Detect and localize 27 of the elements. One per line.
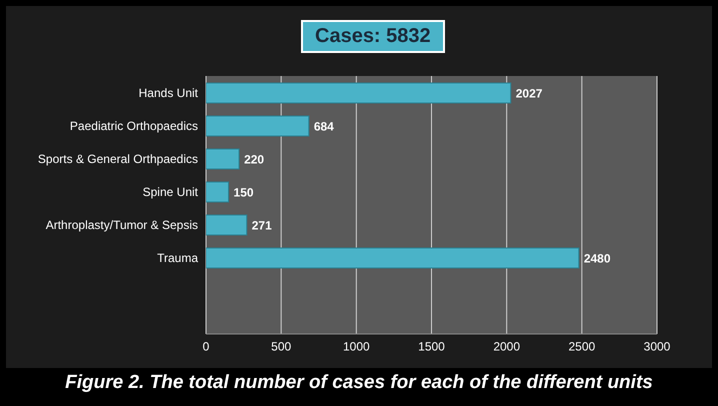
data-label: 150 [234, 185, 254, 200]
x-tick-label: 3000 [644, 340, 671, 354]
y-tick-label: Hands Unit [138, 86, 199, 100]
bar [206, 116, 310, 136]
x-tick-label: 500 [271, 340, 292, 354]
data-label: 271 [252, 218, 272, 232]
chart-title: Cases: 5832 [301, 20, 445, 53]
y-tick-label: Trauma [157, 250, 198, 265]
data-label: 684 [314, 119, 334, 134]
x-tick-label: 0 [202, 340, 210, 354]
caption: Figure 2. The total number of cases for each of the different units [64, 372, 654, 394]
bar [206, 148, 240, 170]
y-tick-label: Arthroplasty/Tumor & Sepsis [46, 218, 198, 232]
data-label: 2027 [516, 86, 543, 100]
bar [206, 182, 230, 202]
x-tick-label: 1000 [342, 340, 370, 354]
y-tick-label: Sports & General Orthpaedics [38, 152, 198, 166]
bar [206, 248, 580, 268]
bar [206, 214, 248, 236]
data-label: 2480 [584, 251, 611, 266]
x-tick-label: 1500 [418, 340, 446, 354]
y-tick-label: Spine Unit [142, 184, 199, 199]
data-label: 220 [244, 152, 264, 166]
x-tick-label: 2000 [493, 340, 520, 354]
x-tick-label: 2500 [568, 340, 596, 354]
y-tick-label: Paediatric Orthopaedics [70, 118, 198, 133]
bar [206, 82, 512, 104]
